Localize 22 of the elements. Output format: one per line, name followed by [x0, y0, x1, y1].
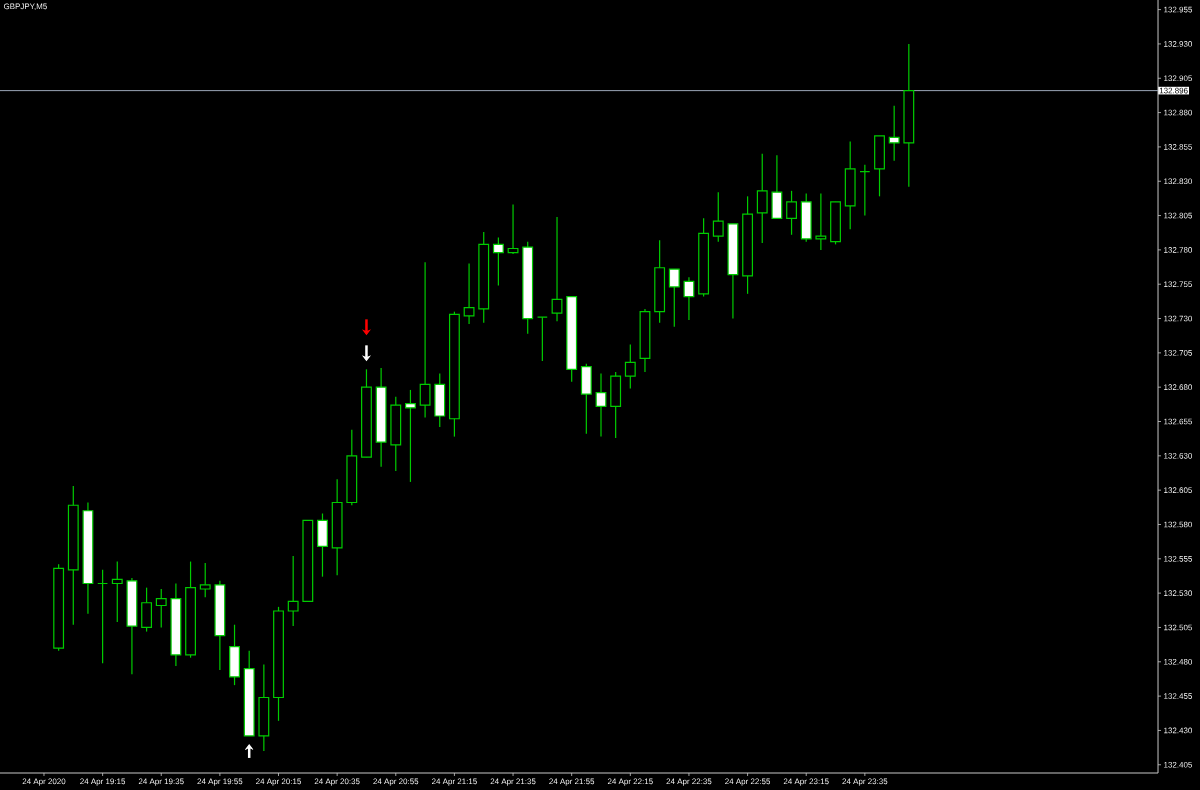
- candlestick: [712, 191, 724, 243]
- candlestick: [507, 203, 519, 255]
- candlestick: [551, 216, 563, 322]
- candlestick: [463, 263, 475, 325]
- candlestick: [111, 560, 123, 623]
- candlestick: [815, 192, 827, 251]
- candlestick: [492, 236, 504, 287]
- candlestick: [536, 316, 548, 362]
- candlestick: [888, 105, 900, 162]
- candlestick: [419, 261, 431, 418]
- candlestick: [624, 344, 636, 390]
- candlestick: [859, 164, 871, 217]
- candlestick: [668, 268, 680, 328]
- candlestick: [287, 555, 299, 627]
- candlestick: [155, 588, 167, 629]
- candlestick: [683, 276, 695, 321]
- candlestick: [756, 153, 768, 244]
- candlestick: [199, 562, 211, 598]
- candlestick: [595, 372, 607, 438]
- candlestick: [97, 569, 109, 664]
- candlestick: [405, 389, 416, 483]
- candlestick: [786, 190, 797, 236]
